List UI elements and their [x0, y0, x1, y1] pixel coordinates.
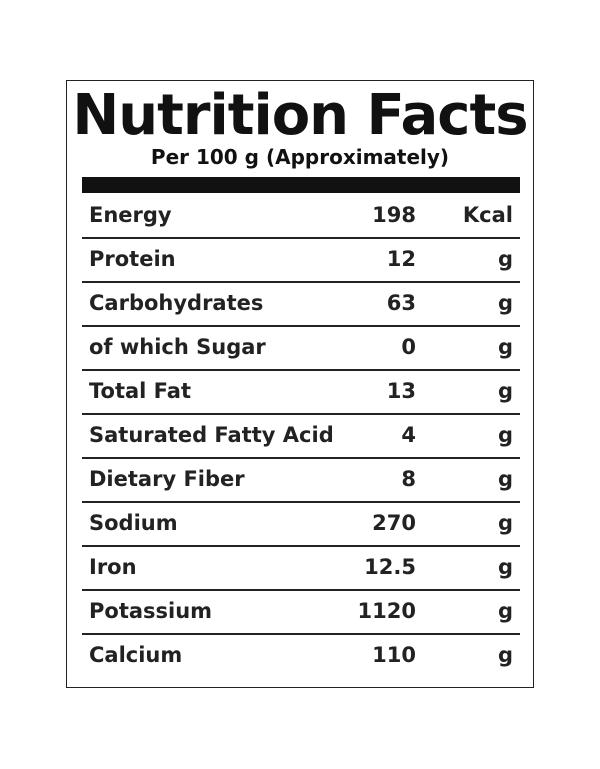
nutrient-name: Sodium [89, 511, 178, 535]
nutrient-name: Potassium [89, 599, 213, 623]
nutrient-unit: g [497, 599, 513, 623]
nutrient-unit: Kcal [462, 203, 513, 227]
nutrition-label: Nutrition Facts Per 100 g (Approximately… [66, 80, 534, 688]
nutrient-value: 8 [401, 467, 416, 491]
nutrient-name: Iron [89, 555, 137, 579]
nutrient-unit: g [497, 643, 513, 667]
nutrient-value: 198 [372, 203, 416, 227]
nutrient-name: Carbohydrates [89, 291, 264, 315]
table-row: Carbohydrates 63 g [82, 283, 520, 327]
nutrient-unit: g [497, 423, 513, 447]
table-row: Potassium 1120 g [82, 591, 520, 635]
nutrient-unit: g [497, 291, 513, 315]
nutrient-value: 270 [372, 511, 416, 535]
nutrient-value: 12 [386, 247, 416, 271]
nutrient-name: of which Sugar [89, 335, 266, 359]
title: Nutrition Facts [72, 83, 528, 148]
nutrient-unit: g [497, 555, 513, 579]
table-row: of which Sugar 0 g [82, 327, 520, 371]
nutrient-unit: g [497, 335, 513, 359]
nutrient-name: Dietary Fiber [89, 467, 245, 491]
table-row: Dietary Fiber 8 g [82, 459, 520, 503]
nutrient-value: 1120 [357, 599, 416, 623]
table-row: Sodium 270 g [82, 503, 520, 547]
nutrient-value: 13 [386, 379, 416, 403]
nutrient-unit: g [497, 379, 513, 403]
nutrient-name: Energy [89, 203, 172, 227]
table-row: Energy 198 Kcal [82, 195, 520, 239]
table-row: Protein 12 g [82, 239, 520, 283]
table-row: Calcium 110 g [82, 635, 520, 679]
subtitle: Per 100 g (Approximately) [150, 145, 450, 169]
nutrient-name: Total Fat [89, 379, 192, 403]
divider-bar [82, 177, 520, 193]
nutrient-unit: g [497, 511, 513, 535]
nutrient-name: Protein [89, 247, 176, 271]
nutrient-value: 12.5 [364, 555, 416, 579]
nutrient-value: 63 [386, 291, 416, 315]
nutrient-unit: g [497, 247, 513, 271]
table-row: Total Fat 13 g [82, 371, 520, 415]
table-row: Saturated Fatty Acid 4 g [82, 415, 520, 459]
nutrient-unit: g [497, 467, 513, 491]
nutrient-value: 4 [401, 423, 416, 447]
table-row: Iron 12.5 g [82, 547, 520, 591]
nutrient-value: 110 [372, 643, 416, 667]
nutrient-value: 0 [401, 335, 416, 359]
nutrient-name: Calcium [89, 643, 183, 667]
nutrient-name: Saturated Fatty Acid [89, 423, 334, 447]
